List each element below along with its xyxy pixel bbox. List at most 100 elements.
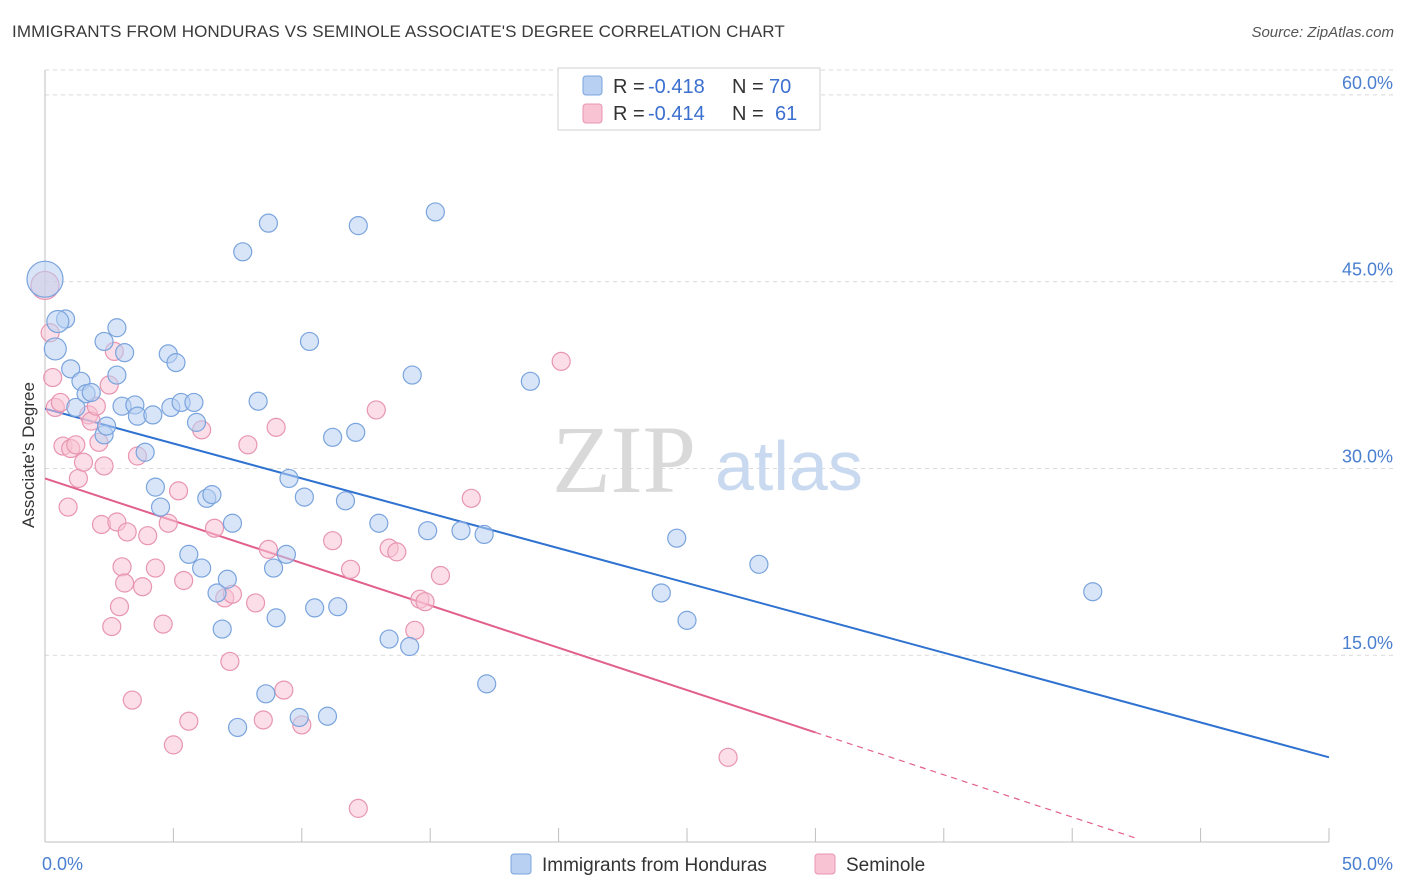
legend-n-value-0: 70 (769, 76, 791, 98)
watermark-atlas: atlas (715, 427, 863, 505)
honduras-point (335, 491, 356, 511)
seminole-point (253, 710, 273, 730)
honduras-point (233, 242, 253, 262)
honduras-point (179, 544, 199, 564)
honduras-point (166, 353, 186, 373)
grid-lines (45, 69, 1393, 656)
seminole-point (430, 565, 451, 586)
honduras-point (207, 583, 227, 603)
honduras-point (222, 513, 243, 533)
seminole-point (340, 559, 361, 579)
series-legend-swatch-seminole (814, 853, 836, 875)
honduras-point (289, 707, 309, 728)
trend-line-honduras (44, 407, 1330, 759)
legend-n-label-0: N = (732, 76, 764, 98)
x-tick-label-max: 50.0% (1342, 854, 1393, 874)
seminole-point (174, 570, 194, 591)
seminole-point (43, 367, 63, 388)
honduras-point (451, 521, 471, 541)
honduras-point (317, 706, 338, 726)
seminole-point (405, 620, 425, 640)
legend-n-label-1: N = (732, 103, 764, 125)
honduras-point (186, 412, 207, 432)
seminole-point (274, 680, 294, 700)
legend-r-label-0: R = (613, 76, 645, 98)
honduras-point (43, 337, 67, 361)
honduras-point (248, 391, 268, 411)
honduras-point (474, 524, 494, 545)
honduras-point (150, 497, 171, 517)
legend-n-value-1: 61 (775, 103, 797, 125)
y-tick-label-30: 30.0% (1342, 446, 1393, 466)
honduras-point (677, 610, 697, 630)
y-tick-label-15: 15.0% (1342, 633, 1393, 653)
honduras-point (184, 392, 204, 413)
honduras-point (46, 309, 70, 334)
chart-title: IMMIGRANTS FROM HONDURAS VS SEMINOLE ASS… (12, 22, 785, 41)
watermark: ZIP atlas (552, 406, 863, 513)
honduras-point (135, 442, 155, 462)
honduras-point (346, 422, 366, 442)
honduras-point (94, 331, 114, 352)
honduras-points (26, 202, 1103, 738)
honduras-point (328, 597, 348, 617)
honduras-point (348, 216, 368, 236)
honduras-point (145, 477, 166, 497)
honduras-point (97, 416, 117, 436)
seminole-point (58, 497, 78, 517)
honduras-point (256, 684, 276, 704)
honduras-point (299, 331, 320, 352)
seminole-point (153, 614, 173, 634)
seminole-point (258, 539, 279, 559)
legend-r-value-0: -0.418 (648, 76, 705, 98)
seminole-point (204, 518, 225, 538)
seminole-point (163, 735, 183, 755)
seminole-point (179, 711, 199, 731)
seminole-points (30, 270, 738, 818)
seminole-point (112, 557, 132, 577)
honduras-point (107, 365, 127, 385)
seminole-point (145, 558, 166, 578)
seminole-point (238, 435, 258, 455)
honduras-point (305, 598, 325, 618)
honduras-point (192, 558, 212, 578)
legend-swatch-pink (582, 103, 603, 124)
honduras-point (115, 343, 135, 363)
honduras-point (258, 213, 279, 233)
seminole-point (415, 592, 435, 612)
seminole-point (718, 747, 738, 767)
honduras-point (212, 619, 232, 639)
honduras-point (61, 359, 81, 379)
trend-line-seminole-extension (815, 731, 1137, 839)
seminole-point (323, 531, 343, 551)
seminole-point (245, 593, 266, 613)
honduras-point (263, 558, 284, 578)
honduras-point (81, 382, 101, 403)
series-legend-label-honduras: Immigrants from Honduras (542, 855, 767, 876)
seminole-point (102, 616, 122, 637)
legend-swatch-blue (582, 75, 603, 96)
stats-legend: R = -0.418 N = 70 R = -0.414 N = 61 (557, 67, 821, 131)
series-legend: Immigrants from Honduras Seminole (510, 853, 925, 876)
x-tick-label-min: 0.0% (42, 854, 83, 874)
honduras-point (379, 629, 399, 649)
seminole-point (117, 522, 137, 542)
seminole-point (461, 488, 481, 508)
honduras-point (202, 485, 222, 505)
honduras-point (651, 583, 671, 603)
seminole-point (73, 452, 94, 472)
honduras-point (66, 397, 86, 418)
honduras-point (425, 202, 445, 222)
seminole-point (158, 513, 178, 533)
honduras-point (369, 513, 389, 533)
honduras-point (143, 405, 163, 425)
seminole-point (132, 577, 153, 597)
honduras-point (400, 636, 420, 657)
honduras-point (402, 365, 422, 385)
seminole-point (122, 690, 142, 710)
honduras-point (477, 674, 497, 694)
y-tick-labels: 15.0% 30.0% 45.0% 60.0% (1342, 73, 1393, 653)
axes (44, 70, 1330, 843)
legend-r-value-1: -0.414 (648, 103, 705, 125)
